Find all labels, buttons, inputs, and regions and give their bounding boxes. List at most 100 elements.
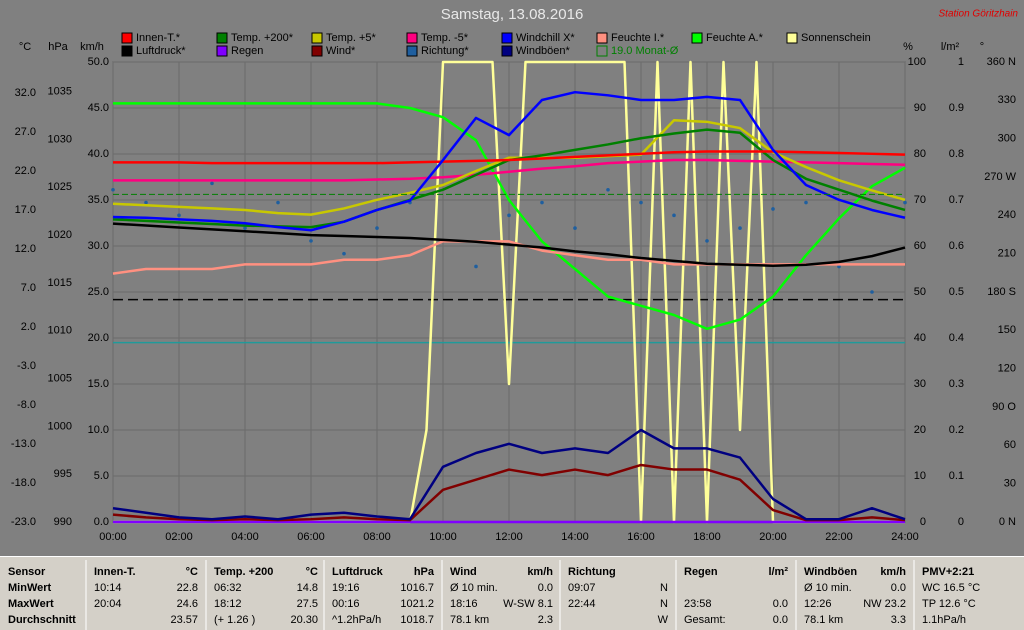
data-dot <box>276 200 280 205</box>
data-dot <box>738 226 742 230</box>
y-tick-label: 60 <box>914 240 926 252</box>
y-tick-label: -23.0 <box>11 516 36 528</box>
x-tick-label: 14:00 <box>561 531 589 543</box>
y-tick-label: 22.0 <box>15 165 36 177</box>
legend-swatch <box>596 32 608 44</box>
table-cell: Luftdruck <box>332 566 384 578</box>
axis-label: km/h <box>80 41 104 53</box>
legend-swatch <box>596 45 608 57</box>
station-name: Station Göritzhain <box>939 9 1019 20</box>
table-cell: MaxWert <box>8 598 54 610</box>
table-cell: 20.30 <box>290 614 318 626</box>
y-tick-label: 25.0 <box>88 286 109 298</box>
y-tick-label: 990 <box>54 516 72 528</box>
x-tick-label: 04:00 <box>231 531 259 543</box>
table-cell: 78.1 km <box>450 614 489 626</box>
table-cell: Wind <box>450 566 477 578</box>
table-cell: (+ 1.26 ) <box>214 614 255 626</box>
y-tick-label: 150 <box>998 324 1016 336</box>
y-tick-label: 210 <box>998 248 1016 260</box>
x-tick-label: 24:00 <box>891 531 919 543</box>
table-cell: Windböen <box>804 566 857 578</box>
table-cell: 23.57 <box>170 614 198 626</box>
series-line <box>113 60 905 524</box>
y-tick-label: 1035 <box>48 86 72 98</box>
table-cell: 00:16 <box>332 598 360 610</box>
y-tick-label: 60 <box>1004 439 1016 451</box>
table-cell: 20:04 <box>94 598 122 610</box>
x-tick-label: 18:00 <box>693 531 721 543</box>
axis-label: % <box>903 41 913 53</box>
data-dot <box>870 290 874 294</box>
y-tick-label: 35.0 <box>88 194 109 206</box>
y-tick-label: 300 <box>998 133 1016 145</box>
data-dot <box>639 200 643 205</box>
data-dot <box>177 213 181 218</box>
y-tick-label: 240 <box>998 209 1016 221</box>
summary-table <box>0 556 1024 630</box>
table-cell: l/m² <box>768 566 788 578</box>
axis-label: hPa <box>48 41 68 53</box>
legend-label: Feuchte A.* <box>706 32 764 44</box>
data-dot <box>210 181 214 186</box>
table-cell: 78.1 km <box>804 614 843 626</box>
y-tick-label: 50.0 <box>88 56 109 68</box>
x-tick-label: 06:00 <box>297 531 325 543</box>
y-tick-label: 1030 <box>48 133 72 145</box>
y-tick-label: 30 <box>1004 478 1016 490</box>
legend-swatch <box>121 45 133 57</box>
y-tick-label: 20.0 <box>88 332 109 344</box>
y-tick-label: 0 <box>958 516 964 528</box>
chart-title: Samstag, 13.08.2016 <box>441 6 584 23</box>
axis-label: °C <box>19 41 31 53</box>
table-cell: Ø 10 min. <box>450 582 498 594</box>
series-line <box>112 222 906 267</box>
table-cell: Innen-T. <box>94 566 136 578</box>
series-line <box>113 102 906 331</box>
table-cell: N <box>660 598 668 610</box>
legend-label: Windchill X* <box>516 32 575 44</box>
y-tick-label: 0.4 <box>949 332 964 344</box>
table-cell: MinWert <box>8 582 52 594</box>
legend-swatch <box>691 32 703 44</box>
table-cell: PMV+2:21 <box>922 566 974 578</box>
series-line <box>113 158 906 182</box>
table-cell: ^1.2hPa/h <box>332 614 381 626</box>
table-cell: 0.0 <box>773 598 788 610</box>
legend-label: Temp. +200* <box>231 32 294 44</box>
legend-swatch <box>311 32 323 44</box>
legend-swatch <box>311 45 323 57</box>
table-cell: 12:26 <box>804 598 832 610</box>
data-dot <box>606 187 610 192</box>
y-tick-label: 180 S <box>987 286 1016 298</box>
x-tick-label: 22:00 <box>825 531 853 543</box>
series-line <box>112 240 905 275</box>
data-dot <box>474 264 478 269</box>
y-tick-label: 1010 <box>48 325 72 337</box>
table-cell: 0.0 <box>538 582 553 594</box>
table-cell: W-SW 8.1 <box>503 598 553 610</box>
data-dot <box>672 213 676 218</box>
y-tick-label: 17.0 <box>15 204 36 216</box>
y-tick-label: 7.0 <box>21 282 36 294</box>
y-tick-label: 27.0 <box>15 126 36 138</box>
data-dot <box>540 200 544 205</box>
table-cell: 1.1hPa/h <box>922 614 966 626</box>
table-cell: hPa <box>414 566 435 578</box>
legend-swatch <box>786 32 798 44</box>
table-cell: Regen <box>684 566 718 578</box>
data-dot <box>804 200 808 205</box>
y-tick-label: 10.0 <box>88 424 109 436</box>
legend-label: Innen-T.* <box>136 32 181 44</box>
table-cell: 14.8 <box>297 582 318 594</box>
legend-swatch <box>501 45 513 57</box>
data-dot <box>903 200 907 205</box>
y-tick-label: 90 O <box>992 401 1016 413</box>
y-tick-label: 0.1 <box>949 470 964 482</box>
table-cell: 27.5 <box>297 598 318 610</box>
table-cell: NW 23.2 <box>863 598 906 610</box>
y-tick-label: 32.0 <box>15 87 36 99</box>
y-tick-label: 2.0 <box>21 321 36 333</box>
legend-label: 19.0 Monat-Ø <box>611 45 679 57</box>
y-tick-label: 0.5 <box>949 286 964 298</box>
